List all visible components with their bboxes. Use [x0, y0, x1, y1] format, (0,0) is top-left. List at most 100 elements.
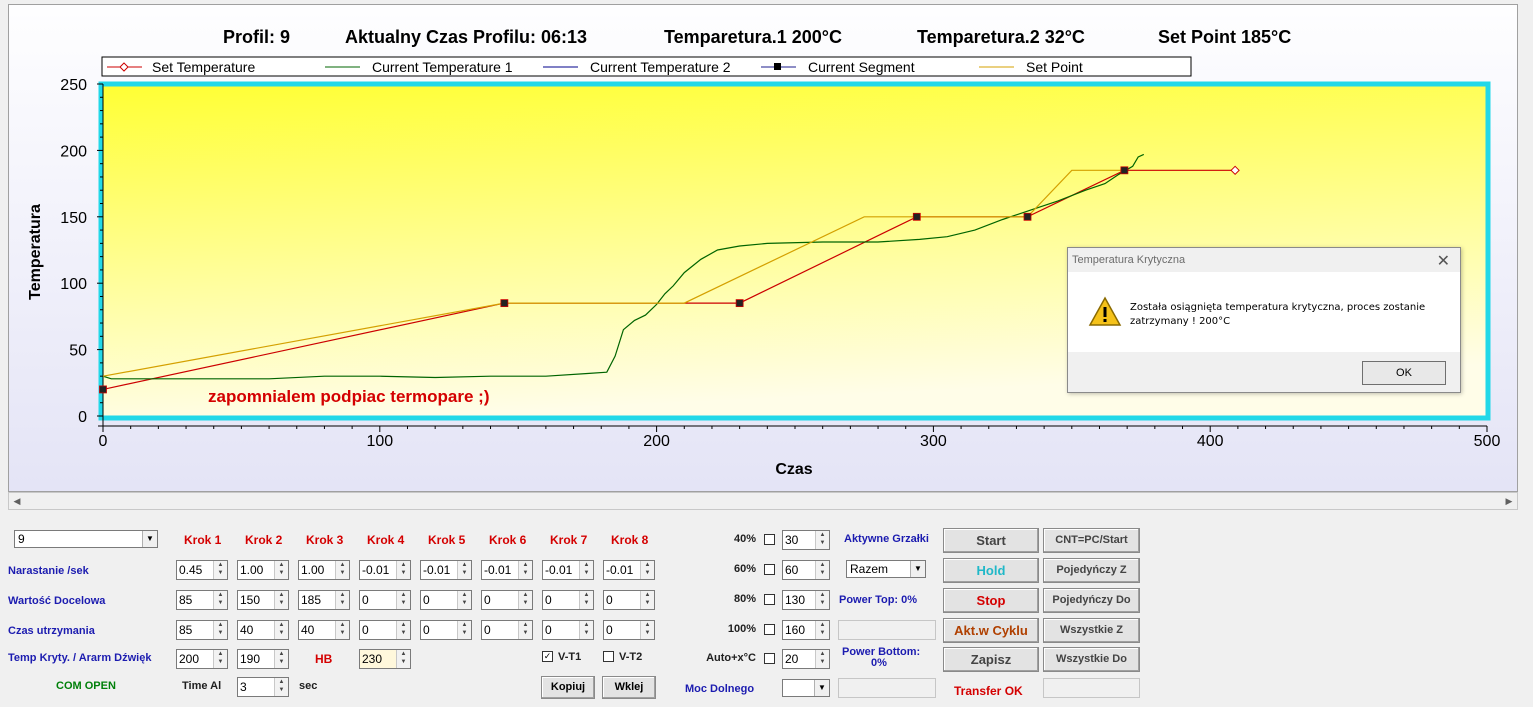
- horizontal-scrollbar[interactable]: ◀ ▶: [8, 492, 1518, 510]
- hold-button[interactable]: Hold: [943, 558, 1039, 583]
- ramp-rate-step-7-input[interactable]: -0.01 ▲ ▼: [542, 560, 594, 580]
- stepper-icon[interactable]: ▲ ▼: [396, 621, 410, 639]
- single-to-button[interactable]: Pojedyńczy Do: [1043, 588, 1140, 613]
- ramp-rate-step-2-input[interactable]: 1.00 ▲ ▼: [237, 560, 289, 580]
- temperature-2: Temparetura.2 32°C: [917, 27, 1085, 47]
- all-to-button[interactable]: Wszystkie Do: [1043, 647, 1140, 672]
- target-value-step-3-input[interactable]: 185 ▲ ▼: [298, 590, 350, 610]
- hold-time-step-3-input[interactable]: 40 ▲ ▼: [298, 620, 350, 640]
- heater-checkbox[interactable]: [764, 564, 775, 575]
- stepper-icon[interactable]: ▲ ▼: [640, 621, 654, 639]
- heater-value-input[interactable]: 160 ▲ ▼: [782, 620, 830, 640]
- chevron-down-icon[interactable]: ▼: [814, 680, 829, 696]
- stepper-icon[interactable]: ▲ ▼: [640, 561, 654, 579]
- step-value: 40: [301, 623, 315, 637]
- hold-time-step-1-input[interactable]: 85 ▲ ▼: [176, 620, 228, 640]
- stepper-icon[interactable]: ▲ ▼: [213, 591, 227, 609]
- stepper-icon[interactable]: ▲ ▼: [457, 561, 471, 579]
- target-value-step-8-input[interactable]: 0 ▲ ▼: [603, 590, 655, 610]
- stepper-icon[interactable]: ▲ ▼: [815, 531, 829, 549]
- ramp-rate-step-5-input[interactable]: -0.01 ▲ ▼: [420, 560, 472, 580]
- chevron-down-icon[interactable]: ▼: [910, 561, 925, 577]
- stepper-icon[interactable]: ▲ ▼: [518, 621, 532, 639]
- vt2-checkbox[interactable]: [603, 651, 614, 662]
- heater-checkbox[interactable]: [764, 534, 775, 545]
- segment-marker: [1120, 166, 1129, 175]
- stepper-icon[interactable]: ▲ ▼: [579, 621, 593, 639]
- ramp-rate-step-4-input[interactable]: -0.01 ▲ ▼: [359, 560, 411, 580]
- ramp-rate-step-1-input[interactable]: 0.45 ▲ ▼: [176, 560, 228, 580]
- save-button[interactable]: Zapisz: [943, 647, 1039, 672]
- heater-mode-select[interactable]: Razem ▼: [846, 560, 926, 578]
- heater-value-input[interactable]: 60 ▲ ▼: [782, 560, 830, 580]
- copy-button[interactable]: Kopiuj: [541, 676, 595, 699]
- vt1-checkbox[interactable]: ✓: [542, 651, 553, 662]
- stepper-icon[interactable]: ▲ ▼: [335, 621, 349, 639]
- active-cycle-button[interactable]: Akt.w Cyklu: [943, 618, 1039, 643]
- target-value-step-7-input[interactable]: 0 ▲ ▼: [542, 590, 594, 610]
- alarm-input[interactable]: 190 ▲ ▼: [237, 649, 289, 669]
- stepper-icon[interactable]: ▲ ▼: [518, 561, 532, 579]
- ramp-rate-step-3-input[interactable]: 1.00 ▲ ▼: [298, 560, 350, 580]
- stepper-icon[interactable]: ▲ ▼: [274, 678, 288, 696]
- stepper-icon[interactable]: ▲ ▼: [396, 561, 410, 579]
- ramp-rate-step-6-input[interactable]: -0.01 ▲ ▼: [481, 560, 533, 580]
- stepper-icon[interactable]: ▲ ▼: [457, 591, 471, 609]
- heater-checkbox[interactable]: [764, 594, 775, 605]
- stepper-icon[interactable]: ▲ ▼: [815, 561, 829, 579]
- stepper-icon[interactable]: ▲ ▼: [274, 621, 288, 639]
- ok-button[interactable]: OK: [1362, 361, 1446, 385]
- scroll-right-icon[interactable]: ▶: [1505, 496, 1513, 506]
- heater-checkbox[interactable]: [764, 624, 775, 635]
- stepper-icon[interactable]: ▲ ▼: [457, 621, 471, 639]
- stepper-icon[interactable]: ▲ ▼: [274, 650, 288, 668]
- stepper-icon[interactable]: ▲ ▼: [815, 621, 829, 639]
- all-from-button[interactable]: Wszystkie Z: [1043, 618, 1140, 643]
- stepper-icon[interactable]: ▲ ▼: [396, 591, 410, 609]
- heater-value-input[interactable]: 30 ▲ ▼: [782, 530, 830, 550]
- hold-time-step-5-input[interactable]: 0 ▲ ▼: [420, 620, 472, 640]
- ramp-rate-step-8-input[interactable]: -0.01 ▲ ▼: [603, 560, 655, 580]
- stepper-icon[interactable]: ▲ ▼: [579, 561, 593, 579]
- hold-time-step-7-input[interactable]: 0 ▲ ▼: [542, 620, 594, 640]
- target-value-step-1-input[interactable]: 85 ▲ ▼: [176, 590, 228, 610]
- stepper-icon[interactable]: ▲ ▼: [335, 561, 349, 579]
- profile-select[interactable]: 9 ▼: [14, 530, 158, 548]
- target-value-step-2-input[interactable]: 150 ▲ ▼: [237, 590, 289, 610]
- paste-button[interactable]: Wklej: [602, 676, 656, 699]
- stepper-icon[interactable]: ▲ ▼: [396, 650, 410, 668]
- close-icon[interactable]: ✕: [1436, 253, 1450, 270]
- heater-value-input[interactable]: 130 ▲ ▼: [782, 590, 830, 610]
- start-button[interactable]: Start: [943, 528, 1039, 553]
- cnt-pc-start-button[interactable]: CNT=PC/Start: [1043, 528, 1140, 553]
- stepper-icon[interactable]: ▲ ▼: [213, 621, 227, 639]
- heater-value-input[interactable]: 20 ▲ ▼: [782, 649, 830, 669]
- heater-checkbox[interactable]: [764, 653, 775, 664]
- hold-time-step-4-input[interactable]: 0 ▲ ▼: [359, 620, 411, 640]
- stepper-icon[interactable]: ▲ ▼: [640, 591, 654, 609]
- time-al-input[interactable]: 3 ▲ ▼: [237, 677, 289, 697]
- hb-input[interactable]: 230 ▲ ▼: [359, 649, 411, 669]
- x-tick-label: 0: [99, 433, 108, 450]
- stepper-icon[interactable]: ▲ ▼: [213, 650, 227, 668]
- stepper-icon[interactable]: ▲ ▼: [274, 591, 288, 609]
- stop-button[interactable]: Stop: [943, 588, 1039, 613]
- scroll-left-icon[interactable]: ◀: [13, 496, 21, 506]
- stepper-icon[interactable]: ▲ ▼: [274, 561, 288, 579]
- hold-time-step-6-input[interactable]: 0 ▲ ▼: [481, 620, 533, 640]
- target-value-step-6-input[interactable]: 0 ▲ ▼: [481, 590, 533, 610]
- target-value-step-5-input[interactable]: 0 ▲ ▼: [420, 590, 472, 610]
- hold-time-step-8-input[interactable]: 0 ▲ ▼: [603, 620, 655, 640]
- stepper-icon[interactable]: ▲ ▼: [335, 591, 349, 609]
- hold-time-step-2-input[interactable]: 40 ▲ ▼: [237, 620, 289, 640]
- single-from-button[interactable]: Pojedyńczy Z: [1043, 558, 1140, 583]
- stepper-icon[interactable]: ▲ ▼: [579, 591, 593, 609]
- stepper-icon[interactable]: ▲ ▼: [815, 650, 829, 668]
- moc-dolnego-select[interactable]: ▼: [782, 679, 830, 697]
- stepper-icon[interactable]: ▲ ▼: [213, 561, 227, 579]
- temp-kryt-input[interactable]: 200 ▲ ▼: [176, 649, 228, 669]
- chevron-down-icon[interactable]: ▼: [142, 531, 157, 547]
- stepper-icon[interactable]: ▲ ▼: [518, 591, 532, 609]
- target-value-step-4-input[interactable]: 0 ▲ ▼: [359, 590, 411, 610]
- stepper-icon[interactable]: ▲ ▼: [815, 591, 829, 609]
